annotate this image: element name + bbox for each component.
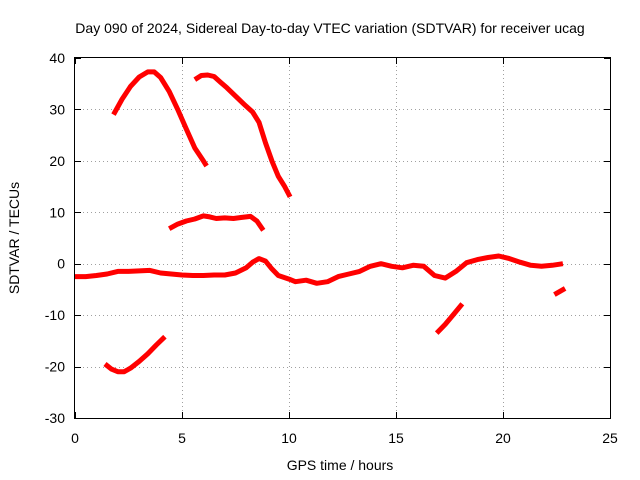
y-tick-label: 40 xyxy=(49,50,65,66)
x-tick-label: 20 xyxy=(495,430,511,446)
y-tick-label: 10 xyxy=(49,204,65,220)
series-arc-high-1 xyxy=(111,69,209,168)
grid xyxy=(75,58,610,418)
x-tick-label: 15 xyxy=(388,430,404,446)
y-axis-label: SDTVAR / TECUs xyxy=(6,182,22,294)
x-axis-label: GPS time / hours xyxy=(287,457,394,473)
series-arc-high-2 xyxy=(193,72,293,199)
y-tick-label: -30 xyxy=(45,410,65,426)
y-axis: -30 -20 -10 0 10 20 30 40 xyxy=(45,50,610,426)
y-tick-label: -20 xyxy=(45,359,65,375)
y-tick-label: 0 xyxy=(57,256,65,272)
series-arc-main xyxy=(75,253,564,286)
series-arc-low-1 xyxy=(103,334,167,375)
series-arc-low-3 xyxy=(553,286,567,297)
x-tick-label: 25 xyxy=(602,430,618,446)
series-arc-low-2 xyxy=(434,302,465,335)
x-axis: 0 5 10 15 20 25 xyxy=(71,58,618,446)
x-tick-label: 10 xyxy=(281,430,297,446)
y-tick-label: -10 xyxy=(45,307,65,323)
y-tick-label: 30 xyxy=(49,101,65,117)
x-tick-label: 0 xyxy=(71,430,79,446)
plot-frame xyxy=(74,57,611,419)
chart-title: Day 090 of 2024, Sidereal Day-to-day VTE… xyxy=(75,20,584,36)
series-layer xyxy=(75,69,567,375)
y-tick-label: 20 xyxy=(49,153,65,169)
x-tick-label: 5 xyxy=(178,430,186,446)
series-arc-mid xyxy=(168,213,266,232)
